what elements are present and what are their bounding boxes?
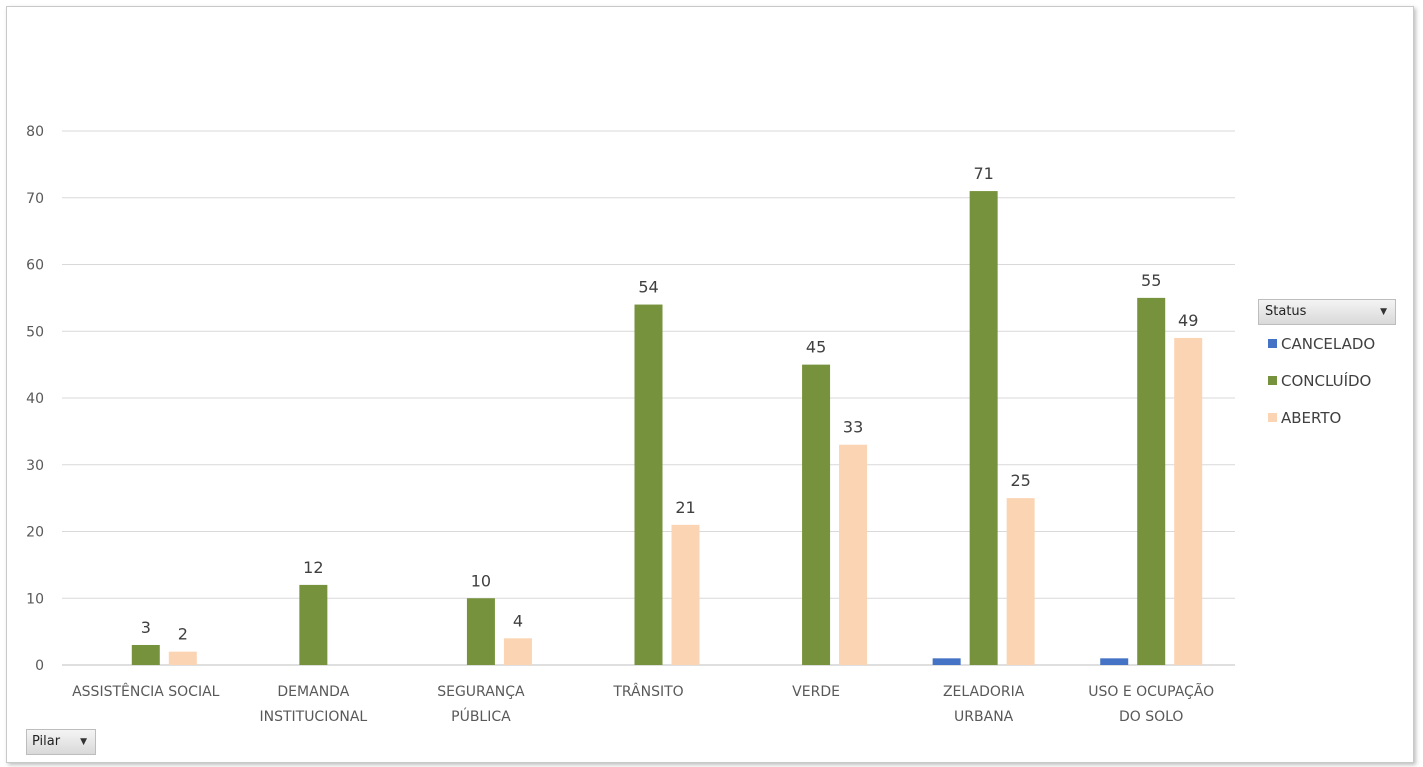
x-tick-label: ZELADORIA — [943, 684, 1025, 700]
x-tick-label: TRÂNSITO — [612, 682, 683, 700]
data-label: 4 — [513, 611, 523, 630]
legend: Status ▼ CANCELADO CONCLUÍDO ABERTO — [1258, 299, 1396, 436]
data-label: 3 — [141, 618, 151, 637]
data-label: 12 — [303, 558, 323, 577]
x-tick-label: VERDE — [792, 684, 840, 700]
legend-label: CANCELADO — [1281, 334, 1376, 353]
legend-label: CONCLUÍDO — [1281, 371, 1372, 390]
bar-aberto — [671, 524, 700, 665]
x-tick-label: URBANA — [954, 709, 1014, 725]
pilar-filter-button[interactable]: Pilar ▼ — [26, 729, 96, 755]
data-label: 2 — [178, 625, 188, 644]
bar-aberto — [503, 638, 532, 665]
bar-aberto — [1006, 498, 1035, 665]
y-tick-label: 40 — [26, 391, 44, 407]
legend-swatch — [1268, 339, 1277, 348]
bar-concluído — [131, 644, 160, 665]
x-tick-label: SEGURANÇA — [437, 684, 525, 700]
x-tick-label: USO E OCUPAÇÃO — [1088, 683, 1214, 700]
x-tick-label: PÚBLICA — [451, 707, 511, 725]
data-label: 25 — [1010, 471, 1030, 490]
y-tick-label: 30 — [26, 458, 44, 474]
data-label: 55 — [1141, 271, 1161, 290]
y-tick-label: 50 — [26, 324, 44, 340]
y-tick-label: 0 — [35, 658, 44, 674]
legend-item-concluído: CONCLUÍDO — [1258, 362, 1396, 399]
legend-item-cancelado: CANCELADO — [1258, 325, 1396, 362]
data-label: 49 — [1178, 311, 1198, 330]
bar-cancelado — [1100, 658, 1129, 665]
legend-item-aberto: ABERTO — [1258, 399, 1396, 436]
data-label: 10 — [471, 571, 491, 590]
bar-cancelado — [932, 658, 961, 665]
bar-concluído — [634, 304, 663, 665]
bar-aberto — [168, 651, 197, 665]
y-tick-label: 60 — [26, 258, 44, 274]
y-tick-label: 10 — [26, 591, 44, 607]
dropdown-arrow-icon: ▼ — [80, 737, 87, 747]
x-tick-label: INSTITUCIONAL — [259, 709, 367, 725]
x-tick-label: ASSISTÊNCIA SOCIAL — [72, 682, 220, 700]
x-tick-label: DEMANDA — [277, 684, 349, 700]
data-label: 54 — [638, 278, 658, 297]
legend-label: ABERTO — [1281, 408, 1342, 427]
legend-swatch — [1268, 376, 1277, 385]
bar-aberto — [1174, 337, 1203, 665]
bar-concluído — [1137, 297, 1166, 665]
data-label: 71 — [973, 164, 993, 183]
bar-concluído — [466, 598, 495, 665]
y-tick-label: 20 — [26, 525, 44, 541]
legend-items: CANCELADO CONCLUÍDO ABERTO — [1258, 325, 1396, 436]
legend-swatch — [1268, 413, 1277, 422]
x-tick-label: DO SOLO — [1119, 709, 1183, 725]
legend-title: Status — [1265, 304, 1307, 319]
bar-concluído — [802, 364, 831, 665]
y-tick-label: 80 — [26, 124, 44, 140]
bar-aberto — [839, 444, 868, 665]
y-tick-label: 70 — [26, 191, 44, 207]
bar-concluído — [299, 584, 328, 665]
pilar-filter-label: Pilar — [32, 734, 61, 749]
data-label: 33 — [843, 418, 863, 437]
dropdown-arrow-icon: ▼ — [1380, 307, 1387, 317]
legend-filter-button[interactable]: Status ▼ — [1258, 299, 1396, 325]
bar-concluído — [969, 191, 998, 665]
data-label: 21 — [675, 498, 695, 517]
data-label: 45 — [806, 338, 826, 357]
